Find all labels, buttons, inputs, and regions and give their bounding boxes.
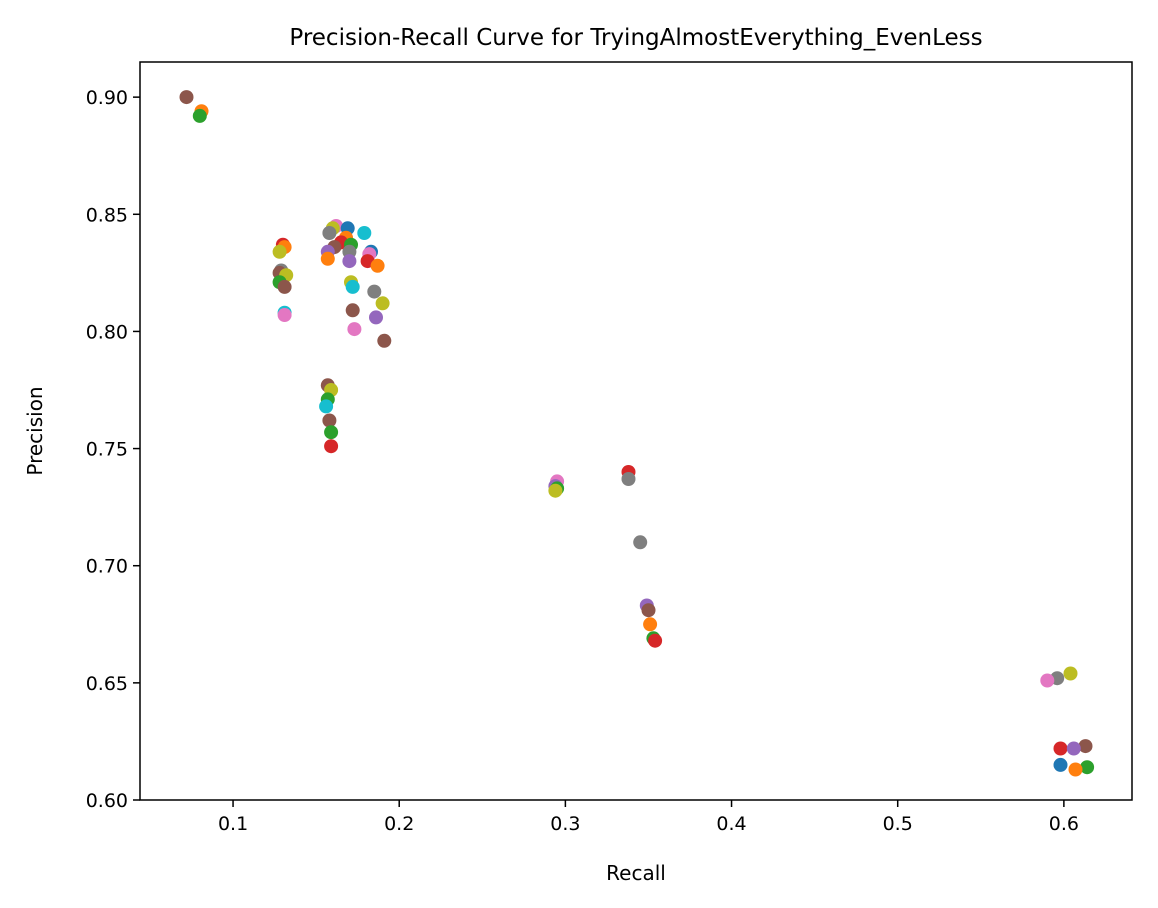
data-point (1053, 757, 1068, 772)
data-point (179, 90, 194, 105)
x-tick-label: 0.2 (384, 813, 414, 835)
data-point (357, 226, 372, 240)
y-tick-label: 0.90 (86, 87, 128, 109)
data-point (1040, 673, 1055, 688)
data-point (367, 284, 382, 299)
x-tick-label: 0.1 (218, 813, 248, 835)
data-point (641, 603, 656, 618)
data-point (643, 617, 658, 632)
data-point (192, 108, 207, 123)
y-tick-label: 0.70 (86, 556, 128, 578)
data-point (1053, 741, 1068, 756)
x-axis-ticks: 0.1 0.2 0.3 0.4 0.5 0.6 (218, 800, 1079, 835)
y-tick-label: 0.60 (86, 790, 128, 812)
y-axis-label: Precision (23, 386, 47, 475)
y-tick-label: 0.65 (86, 673, 128, 695)
data-point (322, 226, 337, 240)
data-point (319, 399, 334, 414)
data-point (322, 413, 337, 428)
data-point (1066, 741, 1081, 756)
y-tick-label: 0.75 (86, 439, 128, 461)
plot-area (140, 62, 1132, 800)
data-point (633, 535, 648, 550)
y-tick-label: 0.80 (86, 321, 128, 343)
data-point (342, 254, 357, 269)
data-point (648, 633, 663, 648)
data-point (277, 308, 292, 322)
chart-title: Precision-Recall Curve for TryingAlmostE… (289, 25, 982, 51)
data-point (1068, 762, 1083, 777)
x-tick-label: 0.3 (550, 813, 580, 835)
data-point (272, 244, 287, 259)
y-axis-ticks: 0.60 0.65 0.70 0.75 0.80 0.85 0.90 (86, 87, 140, 812)
x-tick-label: 0.5 (883, 813, 913, 835)
data-point (548, 483, 563, 498)
data-point (324, 425, 339, 440)
data-point (320, 251, 335, 266)
data-point (370, 258, 385, 273)
data-point (345, 279, 360, 294)
data-point (1080, 760, 1095, 775)
axes-frame (139, 61, 1133, 801)
data-point (277, 279, 292, 294)
data-point (1063, 666, 1078, 681)
x-tick-label: 0.6 (1049, 813, 1079, 835)
x-tick-label: 0.4 (716, 813, 746, 835)
data-point (369, 310, 383, 325)
data-point (377, 333, 392, 348)
data-point (345, 303, 360, 318)
x-axis-label: Recall (606, 861, 666, 885)
data-points (179, 90, 1095, 777)
data-point (347, 322, 362, 337)
data-point (324, 439, 339, 454)
data-point (375, 296, 390, 311)
data-point (621, 472, 636, 486)
y-tick-label: 0.85 (86, 204, 128, 226)
data-point (1078, 739, 1093, 754)
